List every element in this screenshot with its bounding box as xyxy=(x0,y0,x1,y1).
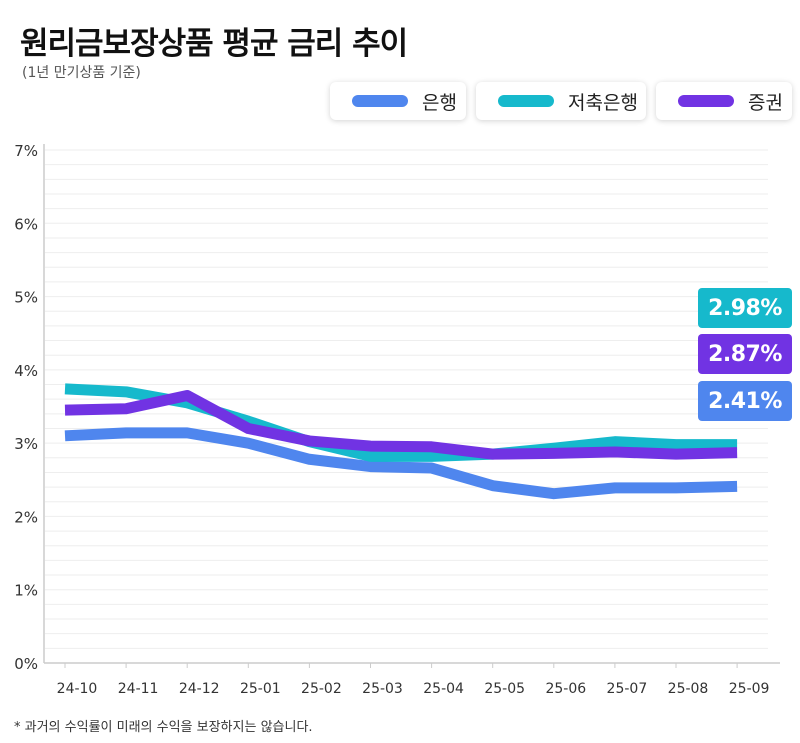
series-line-bank xyxy=(64,427,738,500)
x-tick-label: 25-02 xyxy=(301,681,342,697)
series-line-securities xyxy=(64,390,738,460)
x-tick-label: 25-01 xyxy=(240,681,281,697)
legend-item-bank[interactable]: 은행 xyxy=(330,82,466,120)
x-tick-label: 24-12 xyxy=(179,681,220,697)
x-tick-label: 25-05 xyxy=(484,681,525,697)
legend-item-securities[interactable]: 증권 xyxy=(656,82,792,120)
x-tick-label: 25-03 xyxy=(362,681,403,697)
end-label-bank: 2.41% xyxy=(698,381,792,421)
y-tick-label: 5% xyxy=(14,289,38,307)
x-tick-label: 25-04 xyxy=(423,681,464,697)
x-tick-label: 25-09 xyxy=(729,681,770,697)
x-tick-label: 25-06 xyxy=(545,681,586,697)
y-tick-label: 3% xyxy=(14,435,38,453)
y-tick-label: 1% xyxy=(14,582,38,600)
y-tick-label: 0% xyxy=(14,655,38,673)
x-tick-label: 25-08 xyxy=(668,681,709,697)
legend-label-savings-bank: 저축은행 xyxy=(568,91,638,114)
legend-swatch-bank xyxy=(352,95,408,107)
legend-item-savings-bank[interactable]: 저축은행 xyxy=(476,82,646,120)
end-label-securities: 2.87% xyxy=(698,334,792,374)
x-tick-label: 24-10 xyxy=(57,681,98,697)
legend-swatch-securities xyxy=(678,95,734,107)
end-label-savings-bank: 2.98% xyxy=(698,288,792,328)
y-tick-label: 6% xyxy=(14,215,38,233)
y-tick-label: 7% xyxy=(14,142,38,160)
x-tick-label: 24-11 xyxy=(118,681,159,697)
y-tick-label: 4% xyxy=(14,362,38,380)
chart-title: 원리금보장상품 평균 금리 추이 xyxy=(20,26,408,62)
chart-subtitle: (1년 만기상품 기준) xyxy=(22,65,141,81)
x-tick-label: 25-07 xyxy=(607,681,648,697)
y-tick-label: 2% xyxy=(14,508,38,526)
footnote: * 과거의 수익률이 미래의 수익을 보장하지는 않습니다. xyxy=(14,720,313,735)
legend-label-securities: 증권 xyxy=(748,91,783,114)
legend-label-bank: 은행 xyxy=(422,91,457,114)
legend-swatch-savings-bank xyxy=(498,95,554,107)
